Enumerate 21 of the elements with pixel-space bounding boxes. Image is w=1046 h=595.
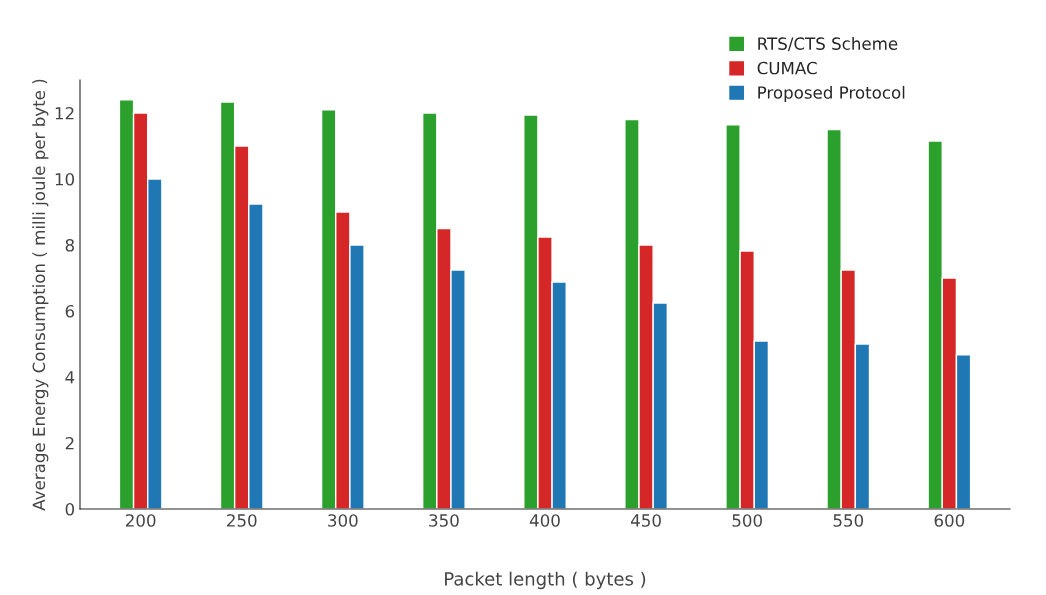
x-tick-label: 350 — [429, 514, 459, 527]
y-tick-label: 10 — [55, 172, 75, 186]
y-tick-label: 0 — [65, 502, 75, 516]
legend-label: Proposed Protocol — [758, 85, 905, 103]
x-tick-label: 250 — [227, 514, 257, 527]
y-tick-label: 12 — [55, 106, 74, 120]
x-tick-label: 550 — [833, 514, 864, 527]
y-axis-title: Average Energy Consumption ( milli joule per byte ) — [32, 79, 49, 511]
legend-label: CUMAC — [757, 61, 817, 75]
y-tick-label: 6 — [65, 304, 75, 318]
y-tick-label: 4 — [65, 371, 75, 384]
x-tick-label: 200 — [125, 514, 156, 527]
x-tick-label: 600 — [934, 514, 965, 527]
x-axis-title: Packet length ( bytes ) — [445, 571, 646, 590]
x-tick-label: 450 — [631, 514, 661, 527]
x-tick-label: 500 — [732, 514, 762, 527]
x-tick-label: 300 — [328, 514, 358, 527]
legend-label: RTS/CTS Scheme — [758, 37, 898, 52]
y-tick-label: 8 — [65, 238, 74, 252]
y-tick-label: 2 — [65, 436, 74, 450]
x-tick-label: 400 — [529, 514, 560, 527]
